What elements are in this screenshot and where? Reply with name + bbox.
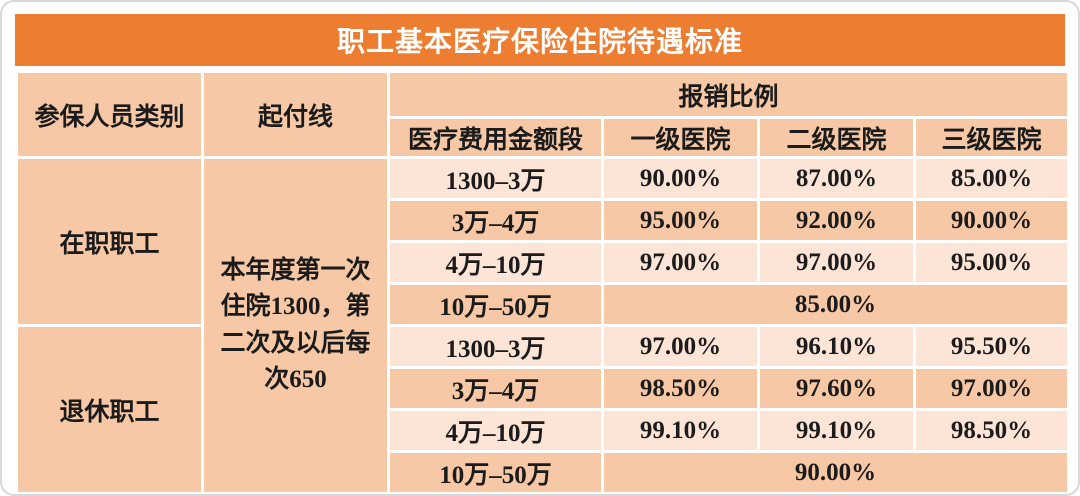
expense-range-cell: 4万–10万: [387, 408, 604, 453]
rate-cell-tier2: 99.10%: [757, 408, 916, 453]
deductible-note: 本年度第一次住院1300，第二次及以后每次650: [201, 156, 390, 494]
rate-cell-merged: 90.00%: [600, 450, 1071, 494]
table-row: 3万–4万 95.00% 92.00% 90.00%: [17, 198, 1071, 243]
rate-cell-tier2: 97.00%: [757, 240, 916, 285]
table-row: 4万–10万 99.10% 99.10% 98.50%: [17, 408, 1071, 453]
rate-cell-tier3: 85.00%: [912, 156, 1071, 201]
rate-cell-tier1: 90.00%: [601, 156, 760, 201]
header-category: 参保人员类别: [15, 70, 204, 159]
rate-cell-tier1: 99.10%: [601, 408, 760, 453]
rate-cell-tier3: 98.50%: [912, 408, 1071, 453]
rate-cell-merged: 85.00%: [600, 282, 1071, 327]
expense-range-cell: 3万–4万: [387, 198, 604, 243]
rate-cell-tier1: 98.50%: [601, 366, 760, 411]
table-title: 职工基本医疗保险住院待遇标准: [15, 14, 1065, 66]
header-tier2-hospital: 二级医院: [757, 116, 916, 159]
expense-range-cell: 1300–3万: [387, 156, 604, 201]
rate-cell-tier2: 92.00%: [757, 198, 916, 243]
header-expense-range: 医疗费用金额段: [387, 116, 604, 159]
expense-range-cell: 4万–10万: [387, 240, 604, 285]
table-row: 10万–50万 90.00%: [17, 450, 1071, 494]
header-reimbursement-ratio: 报销比例: [386, 70, 1071, 119]
rate-cell-tier2: 97.60%: [757, 366, 916, 411]
rate-cell-tier1: 95.00%: [601, 198, 760, 243]
expense-range-cell: 10万–50万: [387, 450, 604, 494]
header-tier3-hospital: 三级医院: [912, 116, 1071, 159]
rate-cell-tier3: 95.50%: [912, 324, 1071, 369]
category-active-employees: 在职职工: [15, 156, 204, 327]
table-row: 在职职工 本年度第一次住院1300，第二次及以后每次650 1300–3万 90…: [15, 156, 1071, 494]
category-retired-employees: 退休职工: [15, 324, 204, 494]
table-row: 3万–4万 98.50% 97.60% 97.00%: [17, 366, 1071, 411]
table-row: 退休职工 1300–3万 97.00% 96.10% 95.50%: [15, 324, 1071, 494]
expense-range-cell: 1300–3万: [387, 324, 604, 369]
expense-range-cell: 10万–50万: [387, 282, 604, 327]
rate-cell-tier1: 97.00%: [601, 324, 760, 369]
header-row-top: 参保人员类别 起付线 报销比例: [15, 70, 1071, 159]
header-tier1-hospital: 一级医院: [601, 116, 760, 159]
rate-cell-tier3: 95.00%: [912, 240, 1071, 285]
rate-cell-tier2: 87.00%: [757, 156, 916, 201]
header-row-sub: 医疗费用金额段 一级医院 二级医院 三级医院: [17, 116, 1071, 159]
rate-cell-tier1: 97.00%: [601, 240, 760, 285]
benefit-table: 参保人员类别 起付线 报销比例 医疗费用金额段 一级医院 二级医院 三级医院 在…: [15, 70, 1071, 494]
table-row: 4万–10万 97.00% 97.00% 95.00%: [17, 240, 1071, 285]
expense-range-cell: 3万–4万: [387, 366, 604, 411]
rate-cell-tier3: 90.00%: [912, 198, 1071, 243]
header-deductible: 起付线: [201, 70, 390, 159]
rate-cell-tier3: 97.00%: [912, 366, 1071, 411]
rate-cell-tier2: 96.10%: [757, 324, 916, 369]
table-row: 10万–50万 85.00%: [17, 282, 1071, 327]
